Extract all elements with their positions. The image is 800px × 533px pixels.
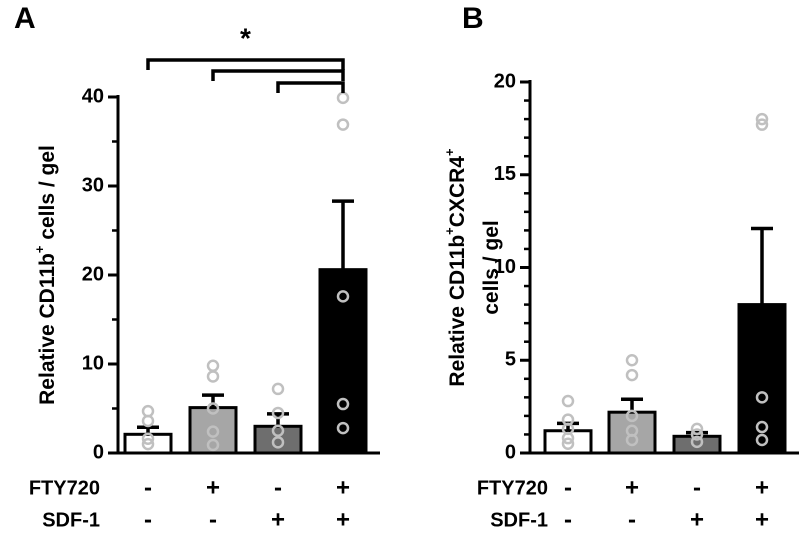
- data-point: [690, 428, 704, 441]
- y-axis-label-part: Relative CD11b: [36, 253, 59, 405]
- condition-level: -: [144, 506, 152, 533]
- condition-level: +: [755, 474, 769, 501]
- data-point: [755, 391, 769, 404]
- condition-level: +: [336, 506, 350, 533]
- data-point: [336, 290, 350, 303]
- bar: [188, 406, 238, 455]
- y-axis-label-part: cells / gel: [480, 220, 503, 315]
- condition-level: -: [209, 506, 217, 533]
- condition-level: +: [206, 474, 220, 501]
- data-point: [755, 420, 769, 434]
- y-tick-label: 40: [82, 85, 104, 107]
- data-point: [206, 402, 220, 415]
- condition-level: -: [693, 474, 701, 501]
- data-point: [625, 354, 639, 367]
- condition-level: +: [625, 474, 639, 501]
- data-point: [206, 370, 220, 383]
- condition-level: +: [690, 506, 704, 533]
- data-point: [271, 382, 285, 396]
- data-point: [336, 397, 350, 411]
- condition-name: SDF-1: [42, 509, 100, 531]
- bar: [543, 429, 593, 455]
- condition-level: -: [628, 506, 636, 533]
- y-tick-label: 15: [494, 163, 516, 185]
- significance-bracket: [211, 69, 345, 81]
- y-axis-label-part: cells / gel: [36, 145, 59, 245]
- data-point: [271, 436, 285, 449]
- y-tick-label: 0: [505, 441, 516, 463]
- data-point: [625, 368, 639, 382]
- y-axis-label-part: CXCR4: [446, 156, 469, 228]
- y-axis-label: Relative CD11b+CXCR4+: [442, 148, 469, 387]
- data-point: [561, 437, 575, 450]
- y-axis-label-part: +: [442, 227, 457, 235]
- condition-name: SDF-1: [490, 509, 548, 531]
- data-point: [271, 424, 285, 437]
- significance-label: *: [240, 22, 251, 53]
- data-point: [561, 394, 575, 408]
- bar: [607, 410, 657, 455]
- data-point: [690, 422, 704, 436]
- data-point: [141, 414, 155, 428]
- condition-level: +: [271, 506, 285, 533]
- condition-level: +: [336, 474, 350, 501]
- bar: [737, 303, 787, 455]
- data-point: [755, 118, 769, 131]
- data-point: [755, 433, 769, 447]
- data-point: [336, 421, 350, 435]
- y-axis-label-part: +: [32, 245, 47, 253]
- data-point: [141, 437, 155, 451]
- y-tick-label: 20: [82, 263, 104, 285]
- condition-level: -: [564, 506, 572, 533]
- y-tick-label: 10: [82, 352, 104, 374]
- data-point: [755, 112, 769, 126]
- condition-name: FTY720: [29, 477, 100, 499]
- condition-level: +: [755, 506, 769, 533]
- bar: [318, 268, 368, 455]
- condition-name: FTY720: [477, 477, 548, 499]
- data-point: [141, 432, 155, 446]
- data-point: [206, 359, 220, 373]
- y-tick-label: 30: [82, 174, 104, 196]
- data-point: [690, 435, 704, 449]
- data-point: [336, 91, 350, 105]
- condition-level: -: [564, 474, 572, 501]
- y-axis-label-part: Relative CD11b: [446, 235, 469, 387]
- data-point: [625, 433, 639, 447]
- y-tick-label: 5: [505, 349, 516, 371]
- data-point: [336, 118, 350, 131]
- y-axis-label: Relative CD11b+ cells / gel: [32, 145, 59, 405]
- condition-level: -: [144, 474, 152, 501]
- bar: [253, 424, 303, 455]
- y-tick-label: 0: [93, 441, 104, 463]
- data-point: [271, 406, 285, 420]
- data-point: [561, 431, 575, 445]
- data-point: [625, 409, 639, 423]
- data-point: [206, 438, 220, 452]
- condition-level: -: [274, 474, 282, 501]
- y-axis-label: cells / gel: [480, 220, 503, 315]
- significance-bracket: [146, 58, 345, 70]
- y-axis-label-part: +: [442, 148, 457, 156]
- significance-bracket: [276, 81, 345, 93]
- panel-label: B: [462, 2, 484, 35]
- y-tick-label: 10: [494, 256, 516, 278]
- data-point: [141, 404, 155, 418]
- data-point: [206, 425, 220, 438]
- panel-label: A: [14, 2, 36, 35]
- y-tick-label: 20: [494, 70, 516, 92]
